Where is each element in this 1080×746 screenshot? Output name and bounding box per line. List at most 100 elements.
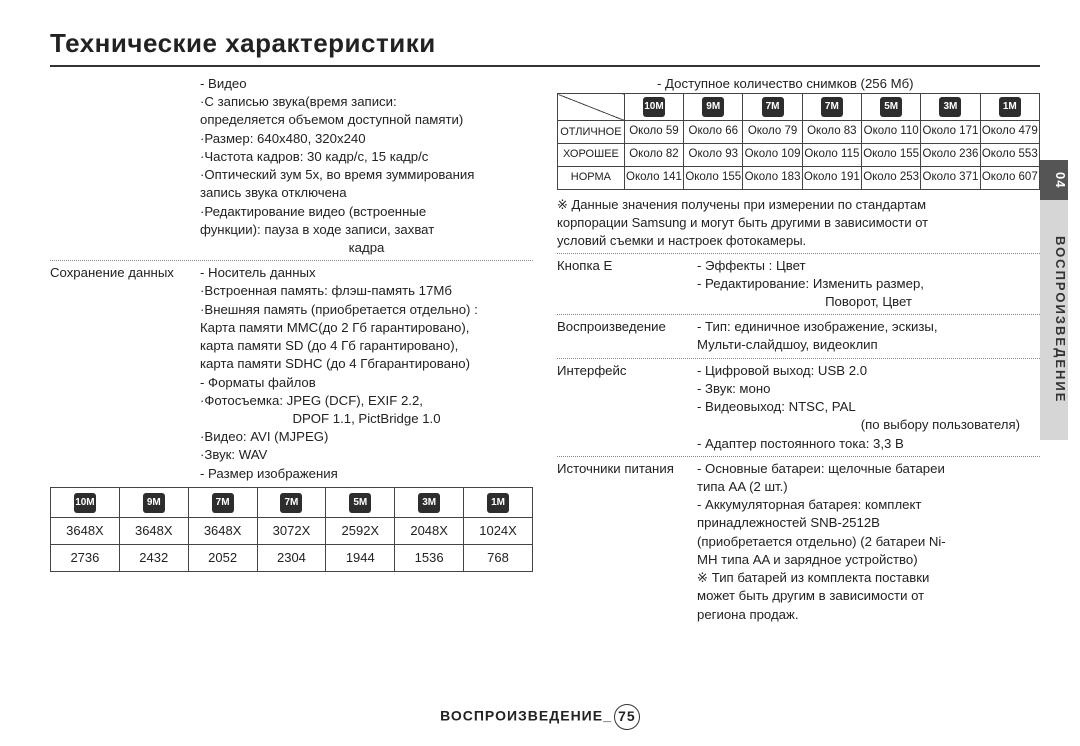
video-line: определяется объемом доступной памяти)	[200, 111, 533, 129]
playback-line: Мульти-слайдшоу, видеоклип	[697, 336, 1040, 354]
storage-line: - Носитель данных	[200, 264, 533, 282]
shots-footnote-line: условий съемки и настроек фотокамеры.	[557, 232, 1040, 250]
shots-value-cell: Около 479	[980, 121, 1039, 144]
power-line: - Основные батареи: щелочные батареи	[697, 460, 1040, 478]
shots-row-label: ОТЛИЧНОЕ	[558, 121, 625, 144]
res-value-cell: 3648X	[119, 517, 188, 544]
res-icon-cell	[257, 487, 326, 517]
storage-subline: DPOF 1.1, PictBridge 1.0	[200, 410, 533, 428]
storage-label: Сохранение данных	[50, 264, 200, 282]
storage-line: ·Видео: AVI (MJPEG)	[200, 428, 533, 446]
divider	[557, 358, 1040, 359]
res-value-cell: 3648X	[51, 517, 120, 544]
resolution-icon	[143, 493, 165, 513]
video-subline: кадра	[200, 239, 533, 257]
video-heading: - Видео	[200, 75, 533, 93]
content-columns: - Видео ·С записью звука(время записи: о…	[50, 75, 1040, 624]
shots-icon-cell	[980, 94, 1039, 121]
shots-footnote-line: ※ Данные значения получены при измерении…	[557, 196, 1040, 214]
shots-icon-cell	[802, 94, 861, 121]
shots-value-cell: Около 93	[684, 144, 743, 167]
resolution-icon	[880, 97, 902, 117]
resolution-icon	[418, 493, 440, 513]
shots-value-cell: Около 59	[624, 121, 683, 144]
power-line: принадлежностей SNB-2512B	[697, 514, 1040, 532]
res-icon-cell	[464, 487, 533, 517]
interface-line: - Видеовыход: NTSC, PAL	[697, 398, 1040, 416]
shots-icon-cell	[743, 94, 802, 121]
power-line: - Аккумуляторная батарея: комплект	[697, 496, 1040, 514]
storage-line: ·Встроенная память: флэш-память 17Мб	[200, 282, 533, 300]
resolution-icon	[643, 97, 665, 117]
right-column: - Доступное количество снимков (256 Мб) …	[557, 75, 1040, 624]
res-value-cell: 2304	[257, 544, 326, 571]
video-line: запись звука отключена	[200, 184, 533, 202]
shots-row-label: НОРМА	[558, 166, 625, 189]
btn-e-line: - Редактирование: Изменить размер,	[697, 275, 1040, 293]
shots-value-cell: Около 79	[743, 121, 802, 144]
resolution-icon	[821, 97, 843, 117]
power-line: MH типа AA и зарядное устройство)	[697, 551, 1040, 569]
shots-value-cell: Около 171	[921, 121, 980, 144]
video-line: ·С записью звука(время записи:	[200, 93, 533, 111]
power-line: региона продаж.	[697, 606, 1040, 624]
interface-label: Интерфейс	[557, 362, 697, 380]
shots-icon-cell	[862, 94, 921, 121]
interface-line: - Цифровой выход: USB 2.0	[697, 362, 1040, 380]
resolution-icon	[939, 97, 961, 117]
res-icon-cell	[188, 487, 257, 517]
resolution-icon	[74, 493, 96, 513]
shots-caption: - Доступное количество снимков (256 Мб)	[657, 75, 1040, 93]
side-tab-label: ВОСПРОИЗВЕДЕНИЕ	[1040, 200, 1068, 440]
shots-value-cell: Около 236	[921, 144, 980, 167]
res-value-cell: 768	[464, 544, 533, 571]
shots-value-cell: Около 607	[980, 166, 1039, 189]
storage-line: ·Фотосъемка: JPEG (DCF), EXIF 2.2,	[200, 392, 533, 410]
power-line: может быть другим в зависимости от	[697, 587, 1040, 605]
playback-label: Воспроизведение	[557, 318, 697, 336]
video-line: функции): пауза в ходе записи, захват	[200, 221, 533, 239]
side-tab-num: 04	[1040, 160, 1068, 200]
video-line: ·Частота кадров: 30 кадр/с, 15 кадр/с	[200, 148, 533, 166]
shots-footnote-line: корпорации Samsung и могут быть другими …	[557, 214, 1040, 232]
shots-table: ОТЛИЧНОЕОколо 59Около 66Около 79Около 83…	[557, 93, 1040, 190]
shots-corner-cell	[558, 94, 625, 121]
resolution-icon	[280, 493, 302, 513]
res-value-cell: 1944	[326, 544, 395, 571]
side-tab: 04 ВОСПРОИЗВЕДЕНИЕ	[1040, 160, 1068, 440]
shots-icon-cell	[624, 94, 683, 121]
left-column: - Видео ·С записью звука(время записи: о…	[50, 75, 533, 624]
res-value-cell: 3072X	[257, 517, 326, 544]
divider	[50, 260, 533, 261]
resolution-icon	[702, 97, 724, 117]
shots-footnote: ※ Данные значения получены при измерении…	[557, 196, 1040, 250]
res-value-cell: 2048X	[395, 517, 464, 544]
power-line: (приобретается отдельно) (2 батареи Ni-	[697, 533, 1040, 551]
res-value-cell: 2052	[188, 544, 257, 571]
page-title: Технические характеристики	[50, 28, 1040, 67]
video-line: ·Редактирование видео (встроенные	[200, 203, 533, 221]
shots-value-cell: Около 191	[802, 166, 861, 189]
res-value-cell: 3648X	[188, 517, 257, 544]
shots-value-cell: Около 82	[624, 144, 683, 167]
shots-row-label: ХОРОШЕЕ	[558, 144, 625, 167]
video-line: ·Оптический зум 5x, во время зуммировани…	[200, 166, 533, 184]
storage-line: карта памяти SD (до 4 Гб гарантировано),	[200, 337, 533, 355]
storage-line: ·Внешняя память (приобретается отдельно)…	[200, 301, 533, 319]
storage-line: - Форматы файлов	[200, 374, 533, 392]
shots-value-cell: Около 155	[862, 144, 921, 167]
res-value-cell: 1024X	[464, 517, 533, 544]
btn-e-subline: Поворот, Цвет	[697, 293, 1040, 311]
storage-line: карта памяти SDHC (до 4 Гбгарантировано)	[200, 355, 533, 373]
resolution-icon	[487, 493, 509, 513]
video-line: ·Размер: 640x480, 320x240	[200, 130, 533, 148]
resolution-icon	[999, 97, 1021, 117]
shots-value-cell: Около 66	[684, 121, 743, 144]
storage-line: - Размер изображения	[200, 465, 533, 483]
res-icon-cell	[326, 487, 395, 517]
res-icon-cell	[51, 487, 120, 517]
interface-subline: (по выбору пользователя)	[697, 416, 1040, 434]
shots-value-cell: Около 115	[802, 144, 861, 167]
resolution-table: 3648X3648X3648X3072X2592X2048X1024X 2736…	[50, 487, 533, 572]
power-line: типа AA (2 шт.)	[697, 478, 1040, 496]
